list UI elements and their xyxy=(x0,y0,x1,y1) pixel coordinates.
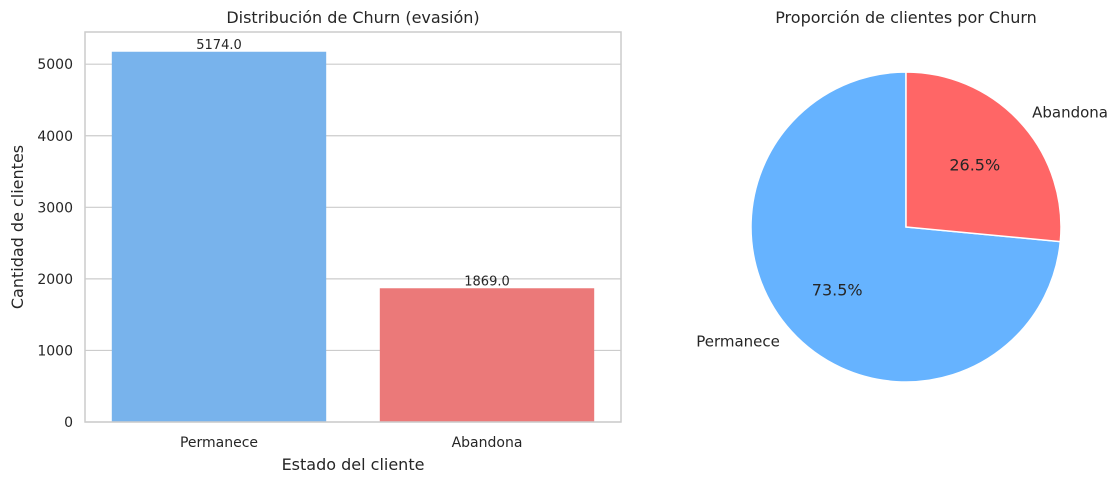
bar-permanece xyxy=(111,51,327,422)
bar-abandona xyxy=(379,288,595,422)
bar-chart-x-ticks: Permanece Abandona xyxy=(180,435,522,451)
bar-chart-bars: 5174.0 1869.0 xyxy=(111,38,595,422)
pie-percent-label: 73.5% xyxy=(812,281,863,300)
bar-chart-y-axis-label: Cantidad de clientes xyxy=(8,145,27,309)
y-tick-label: 2000 xyxy=(37,272,73,288)
y-tick-label: 1000 xyxy=(37,343,73,359)
y-tick-label: 3000 xyxy=(37,200,73,216)
bar-chart-x-axis-label: Estado del cliente xyxy=(282,455,425,474)
bar-chart-frame xyxy=(84,31,622,423)
bar-value-label: 5174.0 xyxy=(196,38,242,53)
y-tick-label: 0 xyxy=(64,415,73,431)
pie-chart: Proporción de clientes por Churn 73.5% Pe… xyxy=(696,8,1108,383)
pie-category-label: Abandona xyxy=(1032,103,1108,121)
pie-category-label: Permanece xyxy=(696,333,780,351)
pie-slice-abandona xyxy=(905,71,1062,243)
pie-percent-label: 26.5% xyxy=(949,155,1000,174)
y-tick-label: 4000 xyxy=(37,129,73,145)
bar-chart-title: Distribución de Churn (evasión) xyxy=(226,8,479,27)
bar-value-label: 1869.0 xyxy=(464,274,510,289)
x-tick-label: Permanece xyxy=(180,435,258,451)
pie-chart-title: Proporción de clientes por Churn xyxy=(775,8,1037,27)
bar-chart: Distribución de Churn (evasión) 0 1000 200… xyxy=(8,8,622,474)
pie-chart-slices xyxy=(750,71,1062,383)
x-tick-label: Abandona xyxy=(452,435,523,451)
y-tick-label: 5000 xyxy=(37,57,73,73)
bar-chart-y-ticks: 0 1000 2000 3000 4000 5000 xyxy=(37,57,73,431)
pie-chart-labels: 73.5% Permanece 26.5% Abandona xyxy=(696,103,1108,350)
